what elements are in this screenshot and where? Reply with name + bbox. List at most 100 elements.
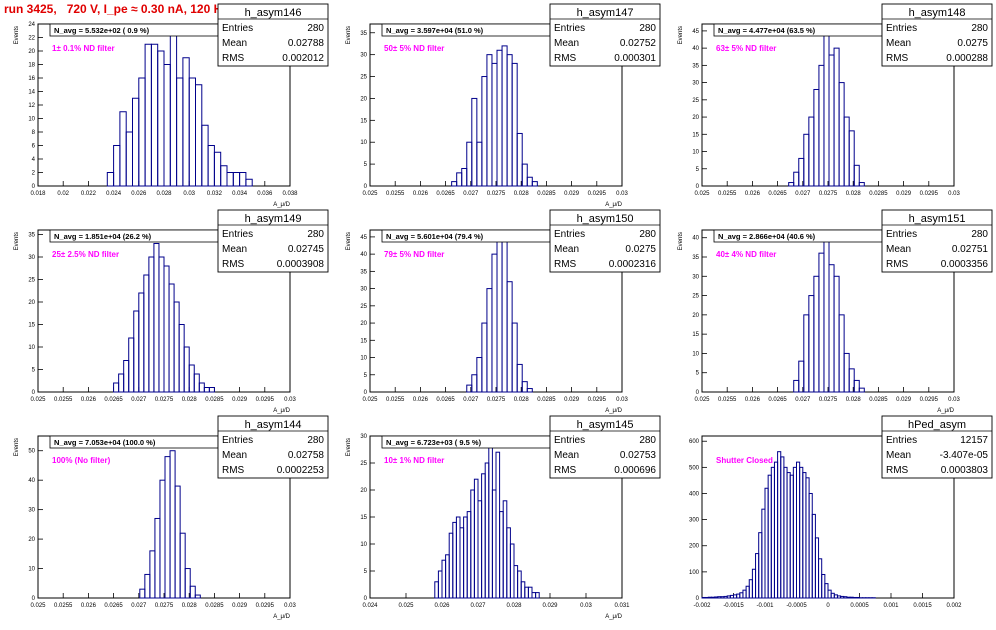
histogram-bin: [794, 172, 799, 186]
histogram-bin: [204, 388, 209, 393]
histogram-bin: [158, 51, 164, 186]
x-tick-label: 0.0295: [256, 397, 275, 403]
x-tick-label: 0.03: [284, 397, 296, 403]
y-tick-label: 25: [692, 98, 699, 104]
x-tick-label: 0.026: [745, 191, 761, 197]
histogram-bin: [492, 254, 497, 392]
histogram-bin: [144, 275, 149, 392]
histogram-bin: [457, 173, 462, 186]
x-tick-label: 0.0255: [54, 603, 73, 609]
x-tick-label: 0.027: [795, 191, 811, 197]
y-tick-label: 20: [360, 488, 367, 494]
histogram-bin: [145, 574, 150, 598]
x-tick-label: 0.0275: [155, 603, 174, 609]
stat-label: Mean: [222, 38, 247, 49]
y-tick-label: 25: [360, 304, 367, 310]
histogram-name: h_asym146: [245, 7, 302, 19]
stat-label: Entries: [222, 229, 253, 240]
histogram-bin: [512, 323, 517, 392]
y-tick-label: 5: [696, 167, 700, 173]
y-tick-label: 14: [28, 90, 35, 96]
y-tick-label: 15: [360, 515, 367, 521]
x-tick-label: 0.018: [30, 191, 46, 197]
stat-value: 0.000696: [614, 465, 656, 476]
x-tick-label: 0.03: [948, 191, 960, 197]
y-axis-title: Events: [678, 232, 684, 250]
stat-value: 0.000288: [946, 53, 988, 64]
y-tick-label: 45: [360, 235, 367, 241]
filter-label: 1± 0.1% ND filter: [52, 44, 115, 53]
histogram-bin: [160, 480, 165, 598]
histogram-bin: [829, 265, 834, 392]
histogram-bin: [834, 276, 839, 392]
x-tick-label: 0.027: [795, 397, 811, 403]
histogram-bin: [453, 522, 457, 598]
histogram-bin: [179, 325, 184, 393]
y-tick-label: 20: [28, 49, 35, 55]
histogram-bin: [814, 276, 819, 392]
histogram-bin: [164, 266, 169, 392]
x-tick-label: 0.0275: [487, 191, 506, 197]
histogram-bin: [467, 142, 472, 186]
navg-label: N_avg = 7.053e+04 (100.0 %): [54, 438, 156, 447]
filter-label: Shutter Closed: [716, 456, 773, 465]
histogram-bin: [500, 512, 504, 598]
histogram-bin: [208, 146, 214, 187]
histogram-bin: [120, 112, 126, 186]
stat-value: 0.0003356: [941, 259, 989, 270]
x-tick-label: 0.029: [896, 397, 912, 403]
x-tick-label: 0: [826, 603, 830, 609]
y-tick-label: 12: [28, 103, 35, 109]
stat-value: 280: [307, 435, 324, 446]
histogram-bin: [512, 63, 517, 186]
x-tick-label: 0.0255: [54, 397, 73, 403]
x-tick-label: 0.028: [156, 191, 172, 197]
stat-label: Mean: [554, 450, 579, 461]
x-tick-label: -0.0015: [723, 603, 744, 609]
stat-value: 280: [639, 23, 656, 34]
histogram-bin: [478, 501, 482, 598]
stat-label: Entries: [886, 435, 917, 446]
histogram-bins: [435, 447, 539, 598]
y-tick-label: 40: [360, 252, 367, 258]
x-tick-label: 0.034: [232, 191, 248, 197]
histogram-bin: [195, 595, 200, 598]
y-tick-label: 40: [692, 46, 699, 52]
y-tick-label: 500: [689, 465, 700, 471]
histogram-bin: [849, 131, 854, 186]
histogram-bin: [170, 31, 176, 186]
histogram-bin: [221, 166, 227, 186]
x-tick-label: 0.025: [362, 191, 378, 197]
y-tick-label: 35: [360, 31, 367, 37]
histogram-name: h_asym147: [577, 7, 634, 19]
histogram-bin: [174, 302, 179, 392]
histogram-bin: [126, 132, 132, 186]
stat-value: 0.0003908: [277, 259, 325, 270]
histogram-bin: [155, 518, 160, 598]
x-tick-label: 0.026: [81, 603, 97, 609]
y-tick-label: 10: [360, 542, 367, 548]
navg-label: N_avg = 4.477e+04 (63.5 %): [718, 26, 816, 35]
histogram-bin: [496, 452, 500, 598]
x-tick-label: 0.027: [131, 603, 147, 609]
stat-label: Entries: [554, 435, 585, 446]
x-tick-label: 0.0275: [487, 397, 506, 403]
x-tick-label: 0.036: [257, 191, 273, 197]
y-tick-label: 30: [360, 287, 367, 293]
histogram-bin: [844, 117, 849, 186]
y-tick-label: 30: [28, 255, 35, 261]
histogram-name: h_asym148: [909, 7, 966, 19]
y-tick-label: 10: [28, 345, 35, 351]
y-axis-title: Events: [346, 232, 352, 250]
x-tick-label: 0.025: [398, 603, 414, 609]
x-tick-label: 0.0265: [768, 397, 787, 403]
histogram-bin: [199, 383, 204, 392]
y-tick-label: 40: [28, 478, 35, 484]
x-tick-label: 0.028: [514, 191, 530, 197]
histogram-bin: [114, 146, 120, 187]
stat-label: RMS: [222, 465, 245, 476]
